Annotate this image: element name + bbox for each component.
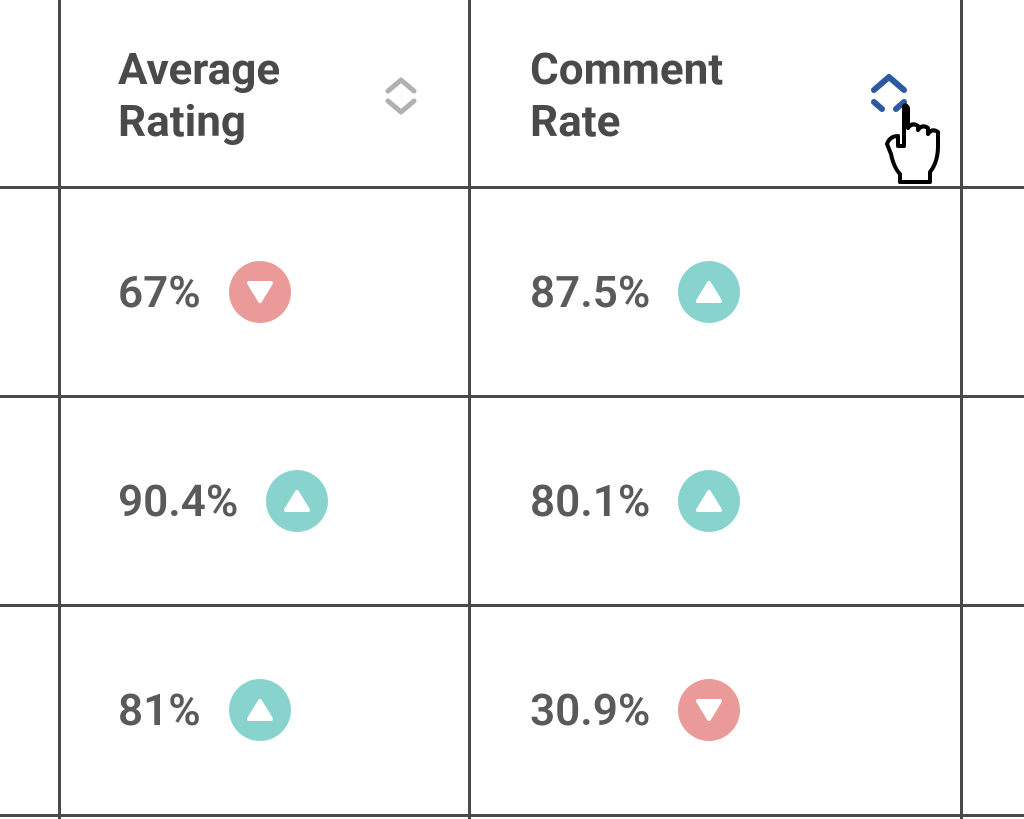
- metric-value: 87.5%: [530, 266, 650, 318]
- column-header-avg-rating[interactable]: Average Rating: [70, 36, 460, 156]
- metrics-table: Average Rating Comment Rate 67% 87.5%: [0, 0, 1024, 819]
- sort-icon[interactable]: [382, 76, 420, 116]
- table-cell: 67%: [70, 188, 460, 396]
- trend-down-icon: [678, 679, 740, 741]
- column-header-comment-rate[interactable]: Comment Rate: [482, 36, 952, 156]
- table-cell: 80.1%: [482, 397, 952, 605]
- trend-up-icon: [266, 470, 328, 532]
- table-cell: 87.5%: [482, 188, 952, 396]
- sort-icon-active[interactable]: [866, 72, 912, 120]
- column-header-label: Average Rating: [118, 44, 280, 148]
- table-cell: 90.4%: [70, 397, 460, 605]
- column-header-label: Comment Rate: [530, 44, 723, 148]
- table-hline: [0, 814, 1024, 817]
- trend-down-icon: [229, 261, 291, 323]
- table-cell: 81%: [70, 606, 460, 814]
- metric-value: 81%: [118, 684, 201, 736]
- metric-value: 67%: [118, 266, 201, 318]
- metric-value: 30.9%: [530, 684, 650, 736]
- table-vline: [468, 0, 471, 819]
- table-vline: [58, 0, 61, 819]
- metric-value: 80.1%: [530, 475, 650, 527]
- trend-up-icon: [229, 679, 291, 741]
- table-cell: 30.9%: [482, 606, 952, 814]
- trend-up-icon: [678, 470, 740, 532]
- trend-up-icon: [678, 261, 740, 323]
- table-vline: [960, 0, 963, 819]
- metric-value: 90.4%: [118, 475, 238, 527]
